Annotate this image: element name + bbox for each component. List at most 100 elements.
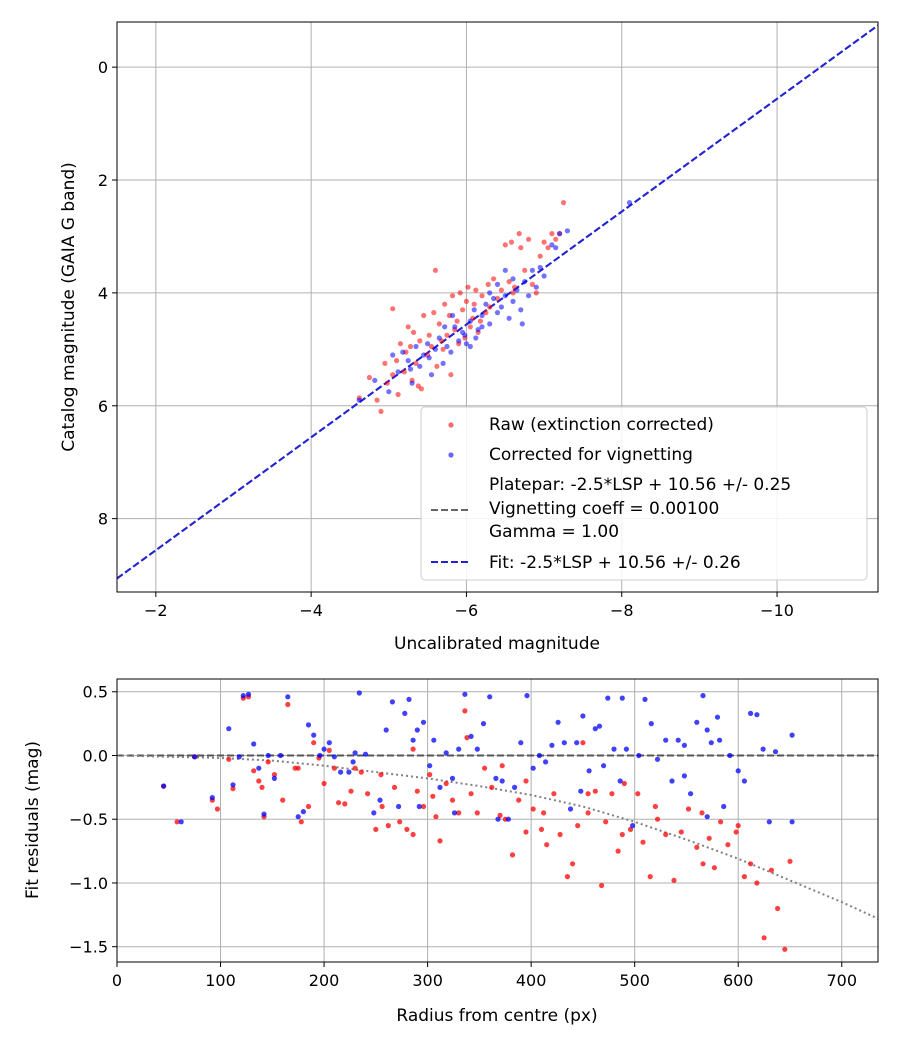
top-raw-point	[436, 321, 442, 327]
bottom-corrected-point	[414, 727, 420, 733]
bottom-corrected-point	[295, 814, 301, 820]
bottom-corrected-point	[495, 816, 501, 822]
bottom-raw-point	[775, 905, 781, 912]
bottom-corrected-point	[236, 754, 242, 760]
bottom-raw-point	[619, 831, 625, 838]
top-raw-point	[498, 287, 504, 293]
bottom-corrected-point	[601, 763, 607, 769]
bottom-raw-point	[251, 768, 257, 774]
top-corrected-point	[395, 369, 401, 375]
top-raw-point	[395, 391, 401, 398]
bottom-raw-point	[678, 829, 684, 835]
bottom-corrected-point	[468, 733, 474, 740]
bottom-corrected-point	[760, 746, 766, 752]
top-corrected-point	[502, 293, 508, 299]
bottom-corrected-point	[648, 721, 654, 727]
bottom-corrected-point	[443, 750, 449, 756]
bottom-raw-point	[468, 791, 474, 797]
bottom-raw-point	[280, 797, 286, 803]
bottom-corrected-point	[630, 823, 636, 829]
top-corrected-point	[428, 372, 435, 378]
bottom-raw-point	[523, 778, 529, 784]
bottom-raw-point	[226, 756, 232, 762]
bottom-corrected-point	[704, 814, 710, 820]
bottom-corrected-point	[681, 742, 688, 748]
bottom-corrected-point	[410, 737, 416, 743]
bottom-raw-point	[230, 786, 236, 792]
bottom-corrected-point	[663, 737, 669, 743]
bottom-raw-point	[735, 823, 741, 829]
bottom-corrected-point	[669, 778, 675, 784]
top-raw-point	[465, 284, 471, 290]
bottom-corrected-point	[331, 754, 337, 760]
bottom-xtick-label: 400	[516, 971, 547, 990]
bottom-corrected-point	[636, 752, 642, 759]
bottom-corrected-point	[561, 740, 567, 746]
top-raw-point	[415, 383, 421, 389]
bottom-raw-point	[437, 838, 443, 844]
top-fit-line	[116, 24, 879, 580]
bottom-raw-point	[685, 806, 692, 812]
bottom-raw-point	[311, 740, 317, 746]
top-raw-point	[522, 267, 528, 273]
bottom-corrected-point	[714, 714, 721, 720]
top-raw-point	[366, 374, 372, 381]
top-corrected-point	[390, 352, 396, 358]
bottom-raw-point	[570, 861, 576, 867]
bottom-raw-point	[580, 740, 586, 746]
bottom-corrected-point	[704, 727, 710, 733]
top-raw-point	[477, 318, 483, 324]
bottom-corrected-point	[549, 742, 555, 748]
top-corrected-point	[444, 343, 450, 350]
bottom-raw-point	[420, 803, 427, 810]
top-corrected-point	[475, 327, 481, 333]
bottom-corrected-point	[305, 722, 312, 728]
bottom-raw-point	[259, 784, 265, 791]
bottom-corrected-point	[555, 719, 561, 725]
bottom-ticks: 0 100 200 300 400 500 600 700 0.5 0.0 −0.5 −1.0 −1.5	[69, 683, 857, 990]
bottom-corrected-point	[789, 819, 795, 825]
top-raw-point	[440, 346, 446, 352]
bottom-raw-point	[541, 810, 547, 816]
top-axes-frame	[116, 21, 879, 593]
bottom-raw-point	[768, 867, 775, 873]
bottom-y-axis-label: Fit residuals (mag)	[23, 741, 43, 899]
bottom-raw-point	[663, 831, 669, 838]
top-corrected-point	[487, 321, 493, 327]
bottom-raw-point	[711, 865, 718, 871]
top-xtick-label: −2	[144, 601, 168, 620]
bottom-corrected-point	[505, 816, 511, 822]
bottom-raw-point	[718, 819, 724, 825]
bottom-raw-point	[706, 835, 712, 841]
bottom-corrected-point	[371, 810, 377, 816]
top-xtick-label: −8	[610, 601, 634, 620]
legend-label-platepar-line1: Platepar: -2.5*LSP + 10.56 +/- 0.25	[489, 475, 791, 495]
bottom-raw-point	[433, 814, 439, 820]
top-corrected-point	[462, 332, 468, 338]
bottom-corrected-point	[311, 732, 317, 738]
bottom-raw-point	[378, 772, 384, 778]
top-raw-point	[378, 408, 384, 414]
legend-label-platepar-line2: Vignetting coeff = 0.00100	[489, 499, 719, 519]
top-raw-point	[483, 310, 489, 316]
bottom-corrected-point	[530, 765, 536, 771]
top-corrected-point	[409, 380, 415, 386]
bottom-corrected-point	[256, 765, 262, 771]
top-corrected-point	[473, 335, 479, 341]
bottom-raw-point	[489, 784, 495, 791]
top-ytick-label: 2	[98, 171, 108, 190]
top-raw-point	[487, 304, 493, 310]
bottom-corrected-point	[578, 788, 584, 794]
bottom-corrected-point	[161, 783, 167, 789]
top-ytick-label: 0	[98, 58, 108, 77]
bottom-corrected-point	[735, 768, 741, 774]
bottom-ytick-label: −0.5	[69, 810, 108, 829]
bottom-raw-point	[373, 826, 379, 833]
bottom-raw-point	[671, 877, 677, 884]
top-raw-point	[549, 231, 555, 237]
bottom-raw-point	[647, 874, 653, 880]
bottom-corrected-point	[574, 740, 580, 746]
top-raw-point	[397, 341, 403, 347]
bottom-raw-point	[342, 801, 348, 807]
bottom-corrected-point	[675, 737, 681, 743]
